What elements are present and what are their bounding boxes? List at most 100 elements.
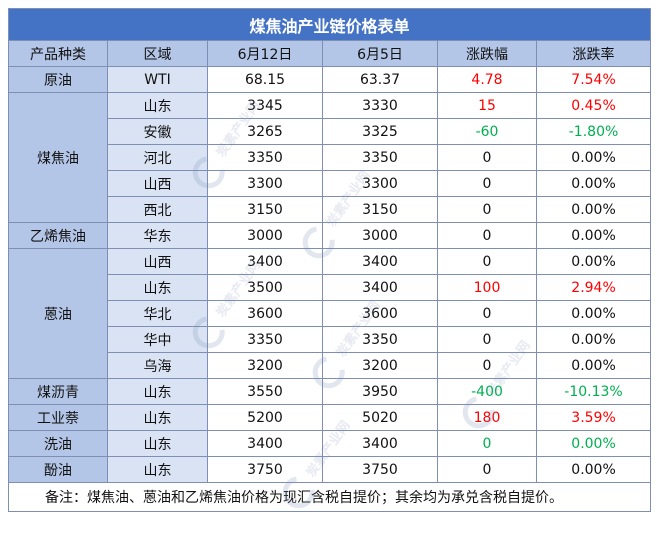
change-cell: -60	[437, 118, 537, 145]
region-cell: 河北	[107, 144, 208, 171]
price-previous-cell: 3150	[322, 196, 438, 223]
price-previous-cell: 3325	[322, 118, 438, 145]
region-cell: 华北	[107, 300, 208, 327]
table-row: 洗油 山东 3400 3400 0 0.00%	[8, 430, 652, 457]
table-row: 华中 3350 3350 0 0.00%	[9, 326, 652, 353]
table-row: 煤焦油 山东 3345 3330 15 0.45%	[8, 92, 652, 223]
price-previous-cell: 3400	[322, 274, 438, 301]
header-date-current: 6月12日	[207, 40, 323, 67]
change-cell: 0	[437, 248, 537, 275]
change-rate-cell: 0.00%	[535, 196, 652, 223]
table-row: 酚油 山东 3750 3750 0 0.00%	[8, 456, 652, 483]
price-table: 煤焦油产业链价格表单 产品种类 区域 6月12日 6月5日 涨跌幅 涨跌率 原油…	[7, 8, 652, 512]
price-current-cell: 3350	[207, 144, 323, 171]
change-cell: 0	[437, 144, 537, 171]
change-cell: 0	[437, 456, 537, 483]
price-previous-cell: 3350	[322, 144, 438, 171]
price-previous-cell: 63.37	[322, 66, 438, 93]
category-cell: 煤沥青	[8, 378, 108, 405]
region-cell: 山东	[107, 404, 208, 431]
region-cell: WTI	[107, 66, 208, 93]
change-rate-cell: 0.00%	[535, 170, 652, 197]
change-rate-cell: 0.45%	[535, 92, 652, 119]
change-rate-cell: 3.59%	[535, 404, 652, 431]
change-rate-cell: 7.54%	[535, 66, 652, 93]
change-rate-cell: 0.00%	[535, 144, 652, 171]
table-row: 煤沥青 山东 3550 3950 -400 -10.13%	[8, 378, 652, 405]
region-cell: 华中	[107, 326, 208, 353]
region-cell: 安徽	[107, 118, 208, 145]
price-current-cell: 3500	[207, 274, 323, 301]
price-previous-cell: 3200	[322, 352, 438, 379]
region-cell: 山东	[107, 274, 208, 301]
price-current-cell: 3265	[207, 118, 323, 145]
region-cell: 山西	[107, 170, 208, 197]
category-cell: 原油	[8, 66, 108, 93]
category-cell: 煤焦油	[8, 92, 108, 223]
price-current-cell: 3000	[207, 222, 323, 249]
table-row: 河北 3350 3350 0 0.00%	[9, 144, 652, 171]
table-body: 原油 WTI 68.15 63.37 4.78 7.54% 煤焦油 山东 3345 3330 15 0…	[8, 66, 652, 483]
change-rate-cell: -1.80%	[535, 118, 652, 145]
change-cell: 0	[437, 170, 537, 197]
table-row: 安徽 3265 3325 -60 -1.80%	[9, 118, 652, 145]
change-cell: 0	[437, 430, 537, 457]
header-category: 产品种类	[8, 40, 108, 67]
region-cell: 华东	[107, 222, 208, 249]
change-cell: 15	[437, 92, 537, 119]
change-rate-cell: 0.00%	[535, 222, 652, 249]
change-rate-cell: 2.94%	[535, 274, 652, 301]
header-region: 区域	[107, 40, 208, 67]
change-cell: 4.78	[437, 66, 537, 93]
change-cell: 0	[437, 326, 537, 353]
table-row: 乌海 3200 3200 0 0.00%	[9, 352, 652, 379]
price-current-cell: 3750	[207, 456, 323, 483]
price-previous-cell: 3400	[322, 430, 438, 457]
price-current-cell: 3600	[207, 300, 323, 327]
price-current-cell: 68.15	[207, 66, 323, 93]
table-row: 工业萘 山东 5200 5020 180 3.59%	[8, 404, 652, 431]
table-note: 备注：煤焦油、蒽油和乙烯焦油价格为现汇含税自提价；其余均为承兑含税自提价。	[7, 482, 652, 512]
price-current-cell: 3550	[207, 378, 323, 405]
region-cell: 山东	[107, 92, 208, 119]
change-rate-cell: 0.00%	[535, 352, 652, 379]
category-cell: 乙烯焦油	[8, 222, 108, 249]
change-rate-cell: 0.00%	[535, 300, 652, 327]
table-row: 乙烯焦油 华东 3000 3000 0 0.00%	[8, 222, 652, 249]
price-current-cell: 3345	[207, 92, 323, 119]
change-rate-cell: 0.00%	[535, 430, 652, 457]
price-current-cell: 3400	[207, 248, 323, 275]
change-cell: -400	[437, 378, 537, 405]
price-current-cell: 3200	[207, 352, 323, 379]
table-row: 原油 WTI 68.15 63.37 4.78 7.54%	[8, 66, 652, 93]
region-cell: 山东	[107, 456, 208, 483]
region-cell: 山西	[107, 248, 208, 275]
price-previous-cell: 5020	[322, 404, 438, 431]
price-previous-cell: 3400	[322, 248, 438, 275]
header-date-previous: 6月5日	[322, 40, 438, 67]
change-cell: 0	[437, 352, 537, 379]
price-previous-cell: 3350	[322, 326, 438, 353]
category-cell: 酚油	[8, 456, 108, 483]
price-current-cell: 3350	[207, 326, 323, 353]
change-cell: 100	[437, 274, 537, 301]
change-cell: 180	[437, 404, 537, 431]
price-previous-cell: 3300	[322, 170, 438, 197]
table-row: 蒽油 山西 3400 3400 0 0.00%	[8, 248, 652, 379]
header-change: 涨跌幅	[437, 40, 537, 67]
price-table-container: 煤焦油产业链价格表单 产品种类 区域 6月12日 6月5日 涨跌幅 涨跌率 原油…	[7, 8, 652, 536]
change-cell: 0	[437, 300, 537, 327]
price-current-cell: 3400	[207, 430, 323, 457]
header-change-rate: 涨跌率	[535, 40, 652, 67]
region-cell: 乌海	[107, 352, 208, 379]
price-previous-cell: 3950	[322, 378, 438, 405]
change-rate-cell: 0.00%	[535, 456, 652, 483]
price-previous-cell: 3330	[322, 92, 438, 119]
category-cell: 工业萘	[8, 404, 108, 431]
price-current-cell: 5200	[207, 404, 323, 431]
change-cell: 0	[437, 196, 537, 223]
change-cell: 0	[437, 222, 537, 249]
price-previous-cell: 3000	[322, 222, 438, 249]
change-rate-cell: -10.13%	[535, 378, 652, 405]
region-cell: 西北	[107, 196, 208, 223]
